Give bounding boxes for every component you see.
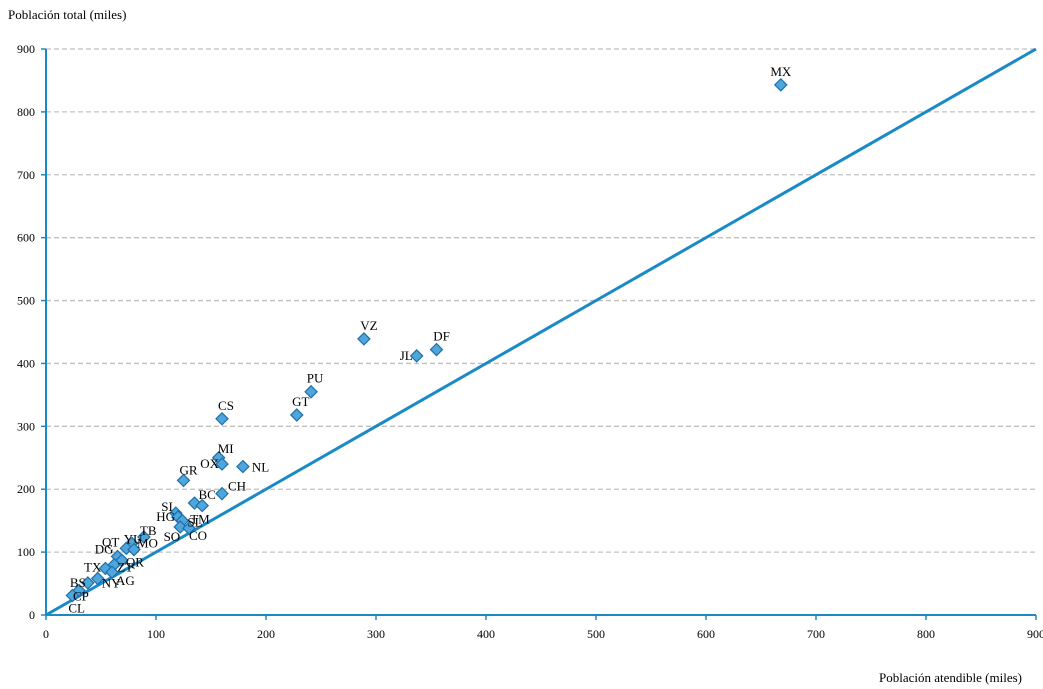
x-tick-label: 200: [257, 627, 275, 641]
data-point-cl: [65, 588, 80, 603]
data-label-dg: DG: [95, 542, 114, 557]
data-label-cp: CP: [73, 588, 89, 603]
data-label-si: SI: [161, 499, 173, 514]
data-label-sl: SL: [187, 515, 202, 530]
data-label-co: CO: [189, 528, 207, 543]
data-label-jl: JL: [400, 348, 413, 363]
data-point-jl: [409, 349, 424, 363]
y-tick-label: 300: [17, 419, 35, 433]
x-tick-label: 700: [807, 627, 825, 641]
data-points: [65, 77, 788, 603]
x-tick-label: 500: [587, 627, 605, 641]
data-label-mi: MI: [218, 441, 234, 456]
data-label-qt: QT: [102, 534, 119, 549]
data-label-mx: MX: [770, 64, 792, 79]
x-tick-label: 600: [697, 627, 715, 641]
data-point-vz: [357, 332, 371, 346]
data-label-zt: ZT: [117, 560, 133, 575]
y-tick-label: 800: [17, 105, 35, 119]
data-label-bs: BS: [70, 575, 86, 590]
reference-line-layer: [45, 47, 1037, 617]
data-point-nl: [236, 459, 250, 474]
y-tick-label: 0: [29, 608, 35, 622]
data-point-bs: [80, 576, 95, 590]
y-axis-title: Población total (miles): [8, 7, 126, 22]
data-label-ox: OX: [200, 456, 219, 471]
data-point-pu: [304, 384, 318, 399]
gridlines: [46, 48, 1036, 553]
data-label-tx: TX: [84, 559, 102, 574]
data-label-ny: NY: [102, 576, 121, 591]
data-point-mx: [773, 77, 788, 92]
data-point-so: [173, 520, 188, 534]
data-label-vz: VZ: [360, 318, 377, 333]
data-point-cs: [215, 411, 229, 426]
data-label-so: SO: [164, 529, 181, 544]
data-label-cs: CS: [218, 398, 234, 413]
data-label-ch: CH: [228, 479, 246, 494]
x-axis-title: Población atendible (miles): [879, 670, 1022, 685]
data-label-ag: AG: [116, 573, 135, 588]
y-tick-label: 700: [17, 168, 35, 182]
data-label-pu: PU: [307, 371, 324, 386]
y-tick-label: 600: [17, 231, 35, 245]
data-point-tm: [195, 498, 210, 513]
y-tick-label: 900: [17, 42, 35, 56]
data-label-df: DF: [433, 329, 450, 344]
axes: 0 100 200 300 400 500 600 700 800 900 0 100 200 300 40…: [17, 42, 1043, 641]
x-tick-label: 100: [147, 627, 165, 641]
x-tick-label: 300: [367, 627, 385, 641]
data-label-gt: GT: [292, 394, 309, 409]
y-tick-label: 400: [17, 356, 35, 370]
data-point-tb: [137, 530, 151, 544]
data-label-cl: CL: [68, 601, 85, 616]
data-label-yu: YU: [124, 531, 143, 546]
data-point-df: [429, 342, 444, 357]
y-tick-label: 500: [17, 294, 35, 308]
x-tick-label: 0: [43, 627, 49, 641]
data-label-qr: QR: [126, 554, 144, 569]
data-point-mo: [127, 542, 141, 557]
data-label-gr: GR: [179, 462, 197, 477]
x-tick-label: 900: [1027, 627, 1043, 641]
data-label-tm: TM: [190, 512, 210, 527]
data-point-ox: [215, 457, 229, 471]
data-label-mo: MO: [137, 536, 158, 551]
x-tick-label: 400: [477, 627, 495, 641]
data-point-ny: [90, 571, 105, 586]
data-label-hg: HG: [156, 509, 175, 524]
y-tick-label: 100: [17, 545, 35, 559]
data-point-gr: [176, 473, 191, 488]
data-point-ch: [215, 486, 229, 501]
x-tick-label: 800: [917, 627, 935, 641]
data-point-gt: [289, 408, 304, 422]
data-point-co: [182, 521, 196, 536]
data-label-bc: BC: [199, 487, 216, 502]
data-label-nl: NL: [252, 460, 269, 475]
data-point-ag: [105, 565, 119, 580]
y-tick-label: 200: [17, 482, 35, 496]
data-label-tb: TB: [140, 523, 157, 538]
reference-line: [45, 47, 1037, 617]
